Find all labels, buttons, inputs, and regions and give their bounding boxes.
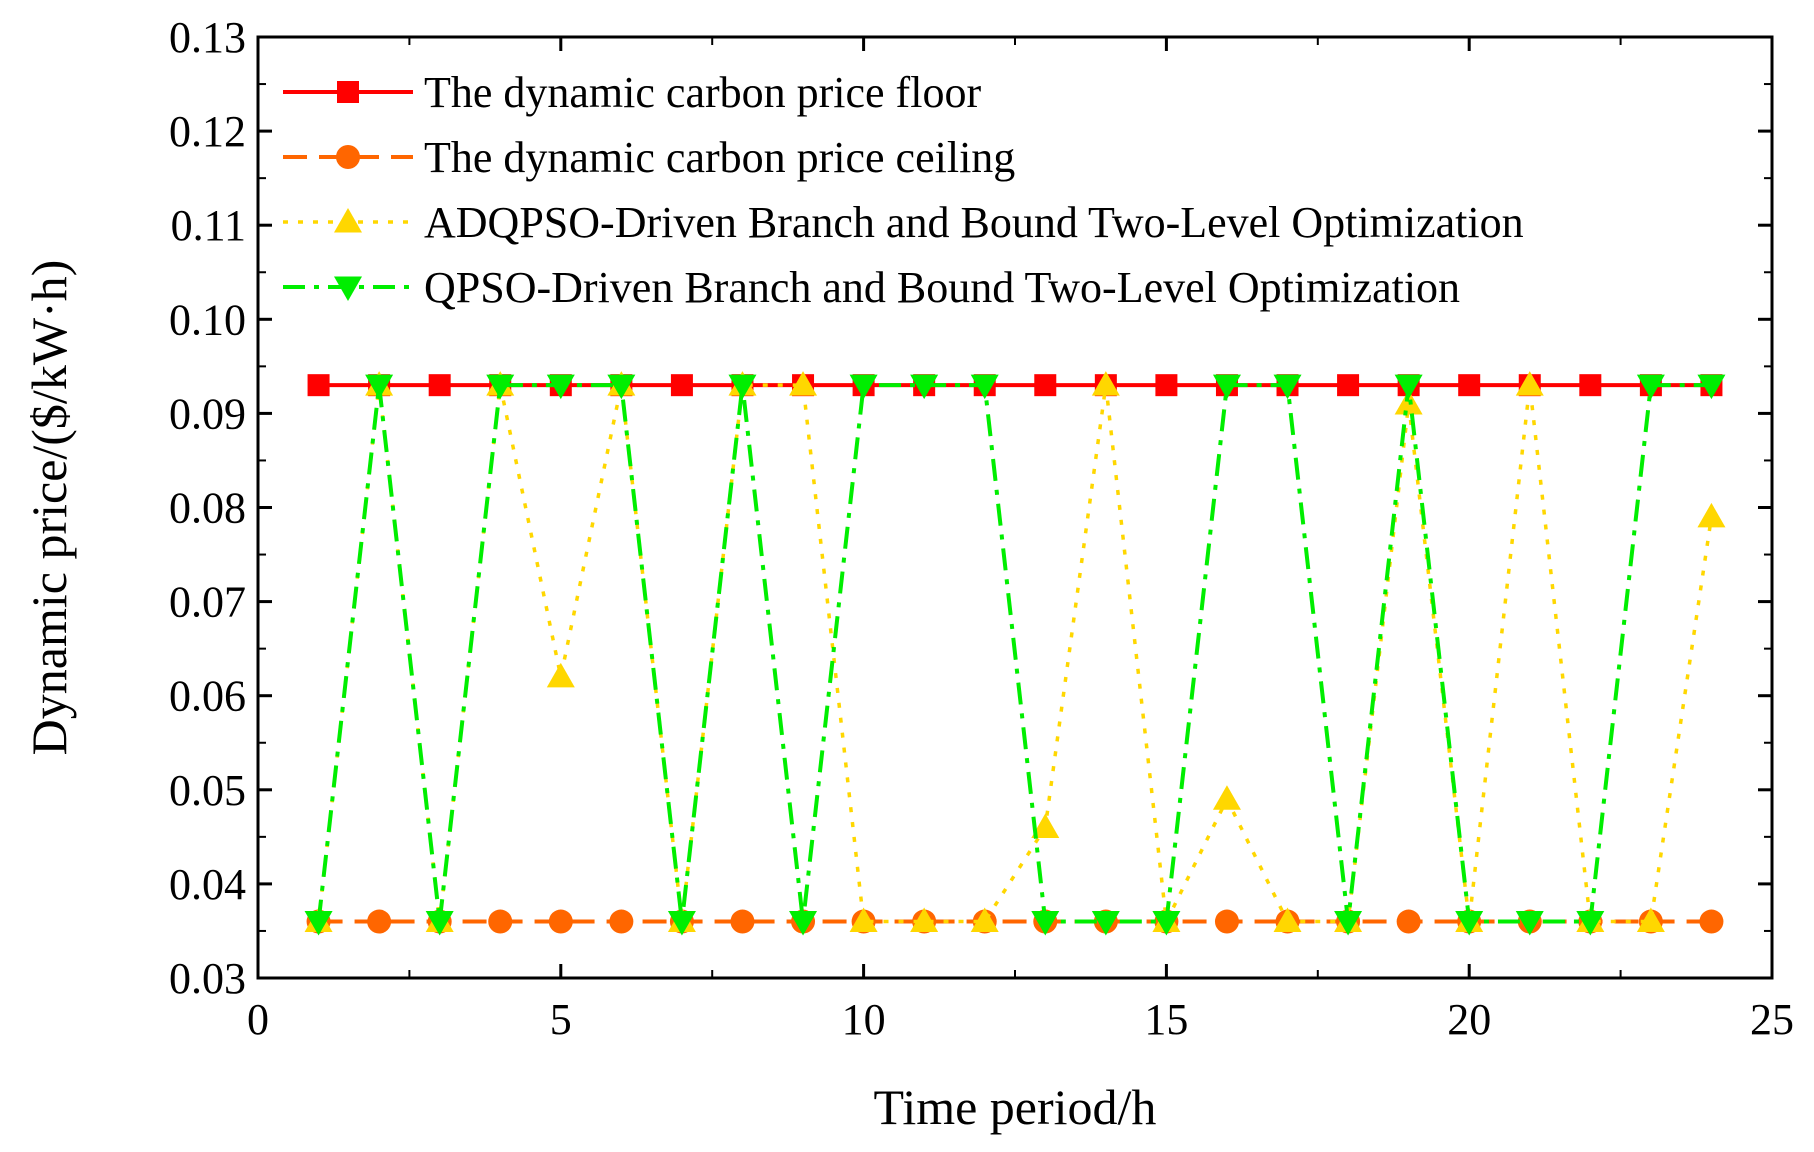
y-tick-label: 0.05 [169,766,246,815]
y-axis-title: Dynamic price/($/kW·h) [21,260,77,756]
data-point [1396,909,1421,934]
legend-item: The dynamic carbon price ceiling [283,133,1015,182]
data-point [1697,374,1726,400]
data-point [970,374,999,400]
legend-item: The dynamic carbon price floor [283,68,981,117]
data-point [609,909,634,934]
data-point [1636,374,1665,400]
legend-marker [334,276,362,301]
data-point [425,911,454,936]
legend-item: ADQPSO-Driven Branch and Bound Two-Level… [283,198,1524,247]
data-point [1091,371,1120,396]
data-point [970,907,999,933]
data-point [488,909,513,934]
series-line [316,383,1712,924]
data-point [1212,785,1241,810]
legend-item: QPSO-Driven Branch and Bound Two-Level O… [283,263,1460,312]
data-point [728,374,757,400]
data-point [1031,911,1060,936]
data-point [1214,909,1239,934]
data-point [1212,374,1241,400]
data-point [789,371,818,396]
x-axis-title: Time period/h [874,1079,1157,1135]
data-point [1031,813,1060,838]
data-point [1394,374,1423,400]
data-point [1334,911,1363,936]
data-point [367,909,392,934]
data-point [789,911,818,936]
y-tick-label: 0.11 [171,201,246,250]
data-point [1636,907,1665,933]
data-point [1034,374,1057,397]
y-tick-label: 0.12 [169,107,246,156]
data-point [849,907,878,933]
data-point [546,662,575,688]
legend-marker [334,208,362,233]
data-point [1699,909,1724,934]
legend-label: ADQPSO-Driven Branch and Bound Two-Level… [424,198,1524,247]
data-point [1455,911,1484,936]
data-point [607,374,636,400]
y-tick-label: 0.08 [169,484,246,533]
data-point [1091,911,1120,936]
data-point [667,911,696,936]
x-tick-label: 15 [1144,995,1188,1044]
data-point [1273,907,1302,933]
data-point [670,374,693,397]
data-point [365,374,394,400]
axis-ticks: 0 5 10 15 20 25 0.03 0.04 0.05 0.06 0.07 0.08 0.09 0.… [169,13,1794,1044]
y-tick-label: 0.03 [169,954,246,1003]
plot-frame [256,35,1774,980]
data-point [1515,371,1544,396]
x-tick-label: 5 [550,995,572,1044]
legend-marker [337,81,359,103]
data-point [1576,911,1605,936]
data-point [1458,374,1481,397]
data-point [910,907,939,933]
legend-label: The dynamic carbon price ceiling [424,133,1015,182]
data-point [1152,911,1181,936]
data-point [849,374,878,400]
y-tick-label: 0.09 [169,389,246,438]
data-point [1579,374,1602,397]
data-point [548,909,573,934]
data-point [546,374,575,400]
y-tick-label: 0.06 [169,672,246,721]
legend-label: The dynamic carbon price floor [424,68,981,117]
y-tick-label: 0.04 [169,860,246,909]
data-point [910,374,939,400]
x-tick-label: 10 [842,995,886,1044]
x-tick-label: 0 [247,995,269,1044]
data-point [1337,374,1360,397]
data-point [304,911,333,936]
data-point [730,909,755,934]
data-point [1273,374,1302,400]
legend: The dynamic carbon price floor The dynami… [283,68,1524,312]
data-point [428,374,451,397]
data-point [1515,911,1544,936]
legend-label: QPSO-Driven Branch and Bound Two-Level O… [424,263,1460,312]
data-point [307,374,330,397]
x-tick-label: 25 [1750,995,1794,1044]
series-4 [304,374,1726,936]
legend-marker [336,145,360,169]
y-tick-label: 0.07 [169,578,246,627]
y-tick-label: 0.10 [169,295,246,344]
plot-series [304,371,1726,936]
y-tick-label: 0.13 [169,13,246,62]
x-tick-label: 20 [1447,995,1491,1044]
data-point [1155,374,1178,397]
data-point [1697,502,1726,528]
data-point [486,374,515,400]
